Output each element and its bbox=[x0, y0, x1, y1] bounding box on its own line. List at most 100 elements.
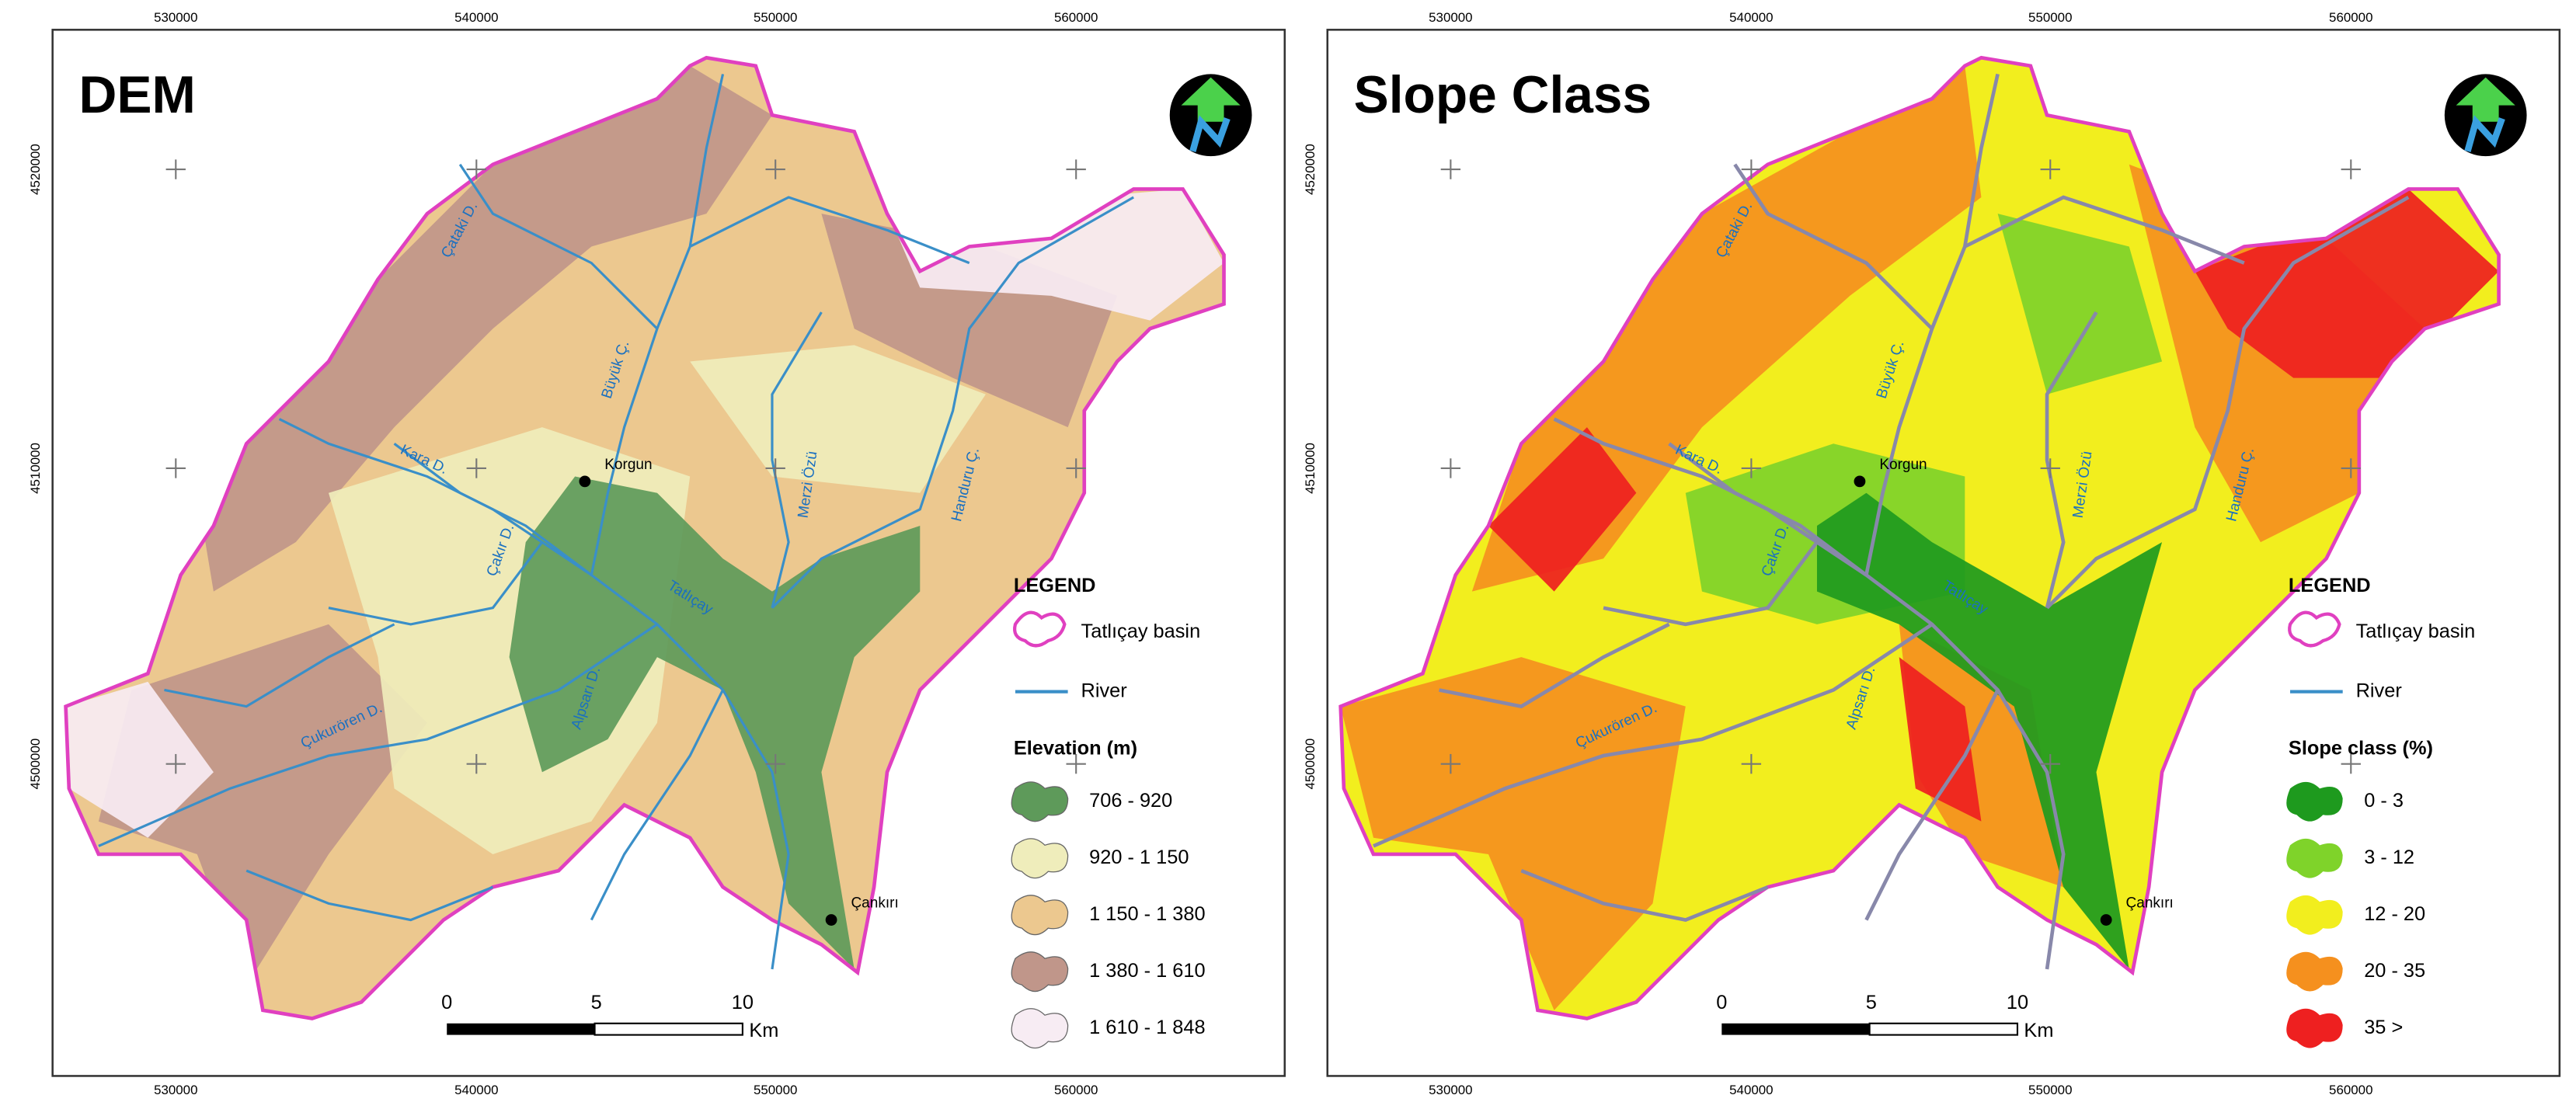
class-areas bbox=[65, 65, 1224, 986]
x-coordinate-label: 560000 bbox=[2329, 1083, 2372, 1097]
town-label: Çankırı bbox=[2126, 895, 2174, 911]
legend-basin-icon bbox=[1013, 610, 1067, 648]
river bbox=[1520, 868, 1769, 922]
legend-title: LEGEND bbox=[1014, 575, 1096, 596]
legend-swatch bbox=[1011, 781, 1069, 822]
river bbox=[1864, 689, 2000, 921]
class-area bbox=[690, 345, 986, 493]
town-marker bbox=[825, 914, 837, 926]
legend-title: LEGEND bbox=[2289, 575, 2371, 596]
x-coordinate-label: 550000 bbox=[754, 10, 797, 25]
river bbox=[328, 541, 544, 626]
class-area bbox=[1816, 492, 2163, 969]
y-coordinate-label: 4500000 bbox=[28, 739, 43, 790]
town-label: Korgun bbox=[1879, 457, 1927, 473]
north-arrow-n bbox=[2464, 115, 2505, 152]
x-coordinate-label: 530000 bbox=[154, 10, 197, 25]
legend-swatch bbox=[1011, 895, 1069, 936]
legend-label: 1 610 - 1 848 bbox=[1089, 1017, 1205, 1038]
x-coordinate-label: 540000 bbox=[1729, 1083, 1773, 1097]
legend-swatch bbox=[2286, 781, 2343, 822]
class-areas bbox=[1340, 65, 2499, 1010]
x-coordinate-label: 550000 bbox=[2028, 1083, 2072, 1097]
basin-boundary bbox=[1338, 55, 2501, 1020]
scale-bar-white bbox=[1868, 1022, 2019, 1036]
x-coordinate-label: 530000 bbox=[1429, 10, 1472, 25]
class-area bbox=[1899, 657, 1982, 822]
scale-label: 10 bbox=[2007, 992, 2028, 1013]
legend-label: River bbox=[1081, 680, 1128, 701]
north-arrow bbox=[2456, 77, 2515, 122]
legend-swatch bbox=[1011, 951, 1069, 993]
scale-label: 0 bbox=[441, 992, 452, 1013]
y-coordinate-label: 4510000 bbox=[1303, 443, 1318, 494]
river bbox=[458, 163, 659, 330]
river bbox=[771, 196, 1134, 609]
class-area bbox=[1997, 214, 2163, 395]
class-area bbox=[1488, 427, 1637, 592]
legend-class-title: Slope class (%) bbox=[2289, 737, 2433, 759]
legend-label: 35 > bbox=[2364, 1017, 2403, 1038]
x-coordinate-label: 530000 bbox=[154, 1083, 197, 1097]
legend-label: 12 - 20 bbox=[2364, 903, 2425, 925]
river bbox=[1373, 622, 1934, 848]
class-area bbox=[821, 214, 1118, 428]
legend-label: 3 - 12 bbox=[2364, 847, 2414, 868]
legend-swatch bbox=[2286, 1008, 2343, 1048]
river bbox=[1439, 622, 1670, 709]
legend-basin-icon bbox=[2288, 610, 2341, 648]
river bbox=[2045, 311, 2098, 609]
y-coordinate-label: 4520000 bbox=[28, 144, 43, 195]
class-area bbox=[1340, 657, 1686, 1010]
x-coordinate-label: 560000 bbox=[1054, 1083, 1098, 1097]
river bbox=[771, 311, 823, 609]
scale-unit: Km bbox=[749, 1020, 778, 1041]
x-coordinate-label: 540000 bbox=[1729, 10, 1773, 25]
scale-bar-white bbox=[594, 1022, 743, 1036]
legend-label: 1 380 - 1 610 bbox=[1089, 960, 1205, 982]
town-marker bbox=[1854, 475, 1866, 488]
legend-swatch bbox=[1011, 838, 1069, 879]
north-arrow bbox=[1181, 77, 1241, 122]
y-coordinate-label: 4520000 bbox=[1303, 144, 1318, 195]
legend-label: 920 - 1 150 bbox=[1089, 847, 1189, 868]
legend-label: 20 - 35 bbox=[2364, 960, 2425, 982]
x-coordinate-label: 550000 bbox=[2028, 10, 2072, 25]
legend-label: 0 - 3 bbox=[2364, 790, 2404, 812]
river bbox=[590, 689, 724, 921]
panel-title: DEM bbox=[79, 66, 196, 124]
x-coordinate-label: 550000 bbox=[754, 1083, 797, 1097]
scale-label: 0 bbox=[1716, 992, 1727, 1013]
x-coordinate-label: 540000 bbox=[454, 10, 498, 25]
x-coordinate-label: 560000 bbox=[1054, 10, 1098, 25]
river bbox=[98, 623, 658, 847]
legend-label: 1 150 - 1 380 bbox=[1089, 903, 1205, 925]
river bbox=[1733, 163, 1934, 330]
river bbox=[1603, 541, 1819, 627]
north-arrow-n bbox=[1189, 115, 1231, 152]
legend-swatch bbox=[2286, 951, 2343, 992]
river bbox=[393, 442, 593, 576]
scale-bar-black bbox=[1721, 1023, 1870, 1035]
x-coordinate-label: 530000 bbox=[1429, 1083, 1472, 1097]
legend-swatch bbox=[2286, 838, 2343, 878]
basin-boundary bbox=[64, 55, 1226, 1020]
legend-label: 706 - 920 bbox=[1089, 790, 1172, 812]
scale-label: 5 bbox=[1866, 992, 1877, 1013]
scale-unit: Km bbox=[2024, 1020, 2053, 1041]
legend-class-title: Elevation (m) bbox=[1014, 737, 1137, 759]
river bbox=[1964, 195, 2245, 265]
legend-label: Tatlıçay basin bbox=[1081, 621, 1201, 642]
class-area bbox=[197, 65, 772, 592]
town-label: Çankırı bbox=[851, 895, 898, 911]
river bbox=[1668, 442, 1868, 577]
town-label: Korgun bbox=[604, 457, 652, 473]
scale-label: 5 bbox=[591, 992, 602, 1013]
legend-label: River bbox=[2356, 680, 2403, 701]
legend-swatch bbox=[1011, 1008, 1069, 1049]
x-coordinate-label: 560000 bbox=[2329, 10, 2372, 25]
river bbox=[164, 623, 395, 708]
y-coordinate-label: 4500000 bbox=[1303, 739, 1318, 790]
